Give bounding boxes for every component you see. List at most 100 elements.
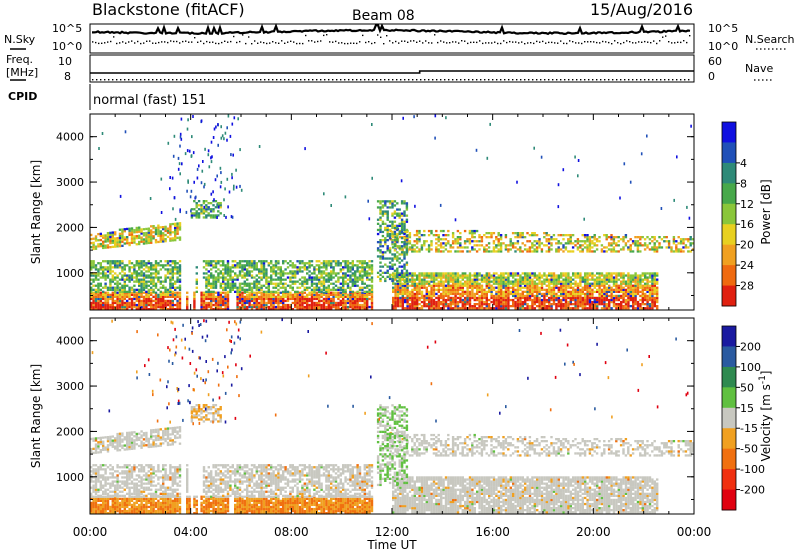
range-gate-cell	[272, 268, 275, 271]
range-gate-cell	[396, 246, 400, 249]
range-gate-cell	[543, 292, 546, 296]
range-gate-cell	[535, 242, 539, 245]
range-gate-cell	[406, 290, 409, 293]
range-gate-cell	[634, 282, 637, 285]
range-gate-cell	[282, 308, 285, 311]
range-gate-cell	[234, 266, 237, 269]
range-gate-cell	[154, 266, 158, 269]
range-gate-cell	[557, 280, 560, 283]
range-gate-cell	[624, 305, 628, 308]
range-gate-cell	[130, 227, 134, 230]
range-gate-cell	[622, 280, 625, 283]
range-gate-cell	[440, 276, 443, 279]
range-gate-cell	[202, 208, 206, 211]
range-gate-cell	[430, 248, 433, 251]
range-gate-cell	[533, 290, 536, 293]
range-gate-cell	[392, 286, 395, 289]
range-gate-cell	[214, 260, 218, 263]
range-gate-cell	[564, 272, 568, 275]
range-gate-cell	[366, 293, 369, 296]
range-gate-cell	[296, 297, 299, 301]
noise-search-point	[509, 40, 511, 43]
range-gate-cell	[157, 295, 160, 298]
range-gate-cell	[504, 298, 508, 302]
range-gate-cell	[342, 305, 345, 309]
range-gate-cell	[612, 282, 616, 285]
range-gate-cell	[248, 264, 251, 267]
range-gate-cell	[452, 286, 455, 289]
range-gate-cell	[615, 294, 618, 298]
range-gate-cell	[603, 294, 606, 298]
range-gate-cell	[313, 305, 316, 309]
range-gate-cell	[512, 288, 515, 291]
range-gate-cell	[401, 303, 404, 306]
range-gate-cell	[138, 280, 141, 283]
range-gate-cell	[94, 278, 98, 281]
range-gate-cell	[490, 292, 493, 296]
range-gate-cell	[212, 208, 215, 211]
range-gate-cell	[432, 272, 436, 275]
range-gate-cell	[617, 236, 620, 239]
range-gate-cell	[284, 286, 287, 289]
range-gate-cell	[653, 242, 656, 245]
range-gate-cell	[236, 308, 239, 311]
range-gate-cell	[569, 250, 572, 253]
range-gate-cell	[603, 290, 606, 293]
range-gate-cell	[102, 274, 105, 277]
range-gate-cell	[572, 272, 575, 275]
range-gate-cell	[166, 303, 170, 307]
range-gate-cell	[289, 303, 292, 307]
range-gate-cell	[262, 295, 266, 298]
range-gate-cell	[411, 298, 414, 302]
range-gate-cell	[315, 260, 318, 263]
range-gate-cell	[404, 278, 407, 281]
range-gate-cell	[545, 290, 548, 293]
range-gate-cell	[452, 300, 455, 304]
range-gate-cell	[197, 208, 201, 211]
range-gate-cell	[121, 228, 124, 231]
range-gate-cell	[193, 214, 196, 217]
range-gate-cell	[366, 276, 369, 279]
noise-search-point	[161, 41, 163, 43]
range-gate-cell	[152, 290, 155, 293]
range-gate-cell	[306, 288, 309, 291]
range-gate-cell	[615, 272, 618, 275]
range-gate-cell	[459, 238, 462, 241]
range-gate-cell	[531, 232, 534, 235]
range-gate-cell	[504, 286, 508, 289]
range-gate-cell	[159, 305, 162, 309]
noise-search-point	[653, 40, 655, 42]
range-gate-cell	[478, 244, 481, 247]
range-gate-cell	[427, 244, 431, 247]
range-gate-cell	[620, 276, 623, 279]
range-gate-cell	[222, 301, 225, 305]
range-gate-cell	[306, 272, 309, 275]
range-gate-cell	[488, 305, 491, 308]
range-gate-cell	[598, 282, 601, 285]
range-gate-cell	[641, 288, 644, 291]
range-gate-cell	[265, 303, 268, 307]
nave-point	[468, 79, 470, 81]
range-gate-cell	[615, 244, 618, 247]
range-gate-cell	[315, 282, 318, 285]
range-gate-cell	[313, 293, 316, 296]
range-gate-cell	[466, 288, 469, 291]
range-gate-cell	[632, 298, 635, 302]
range-gate-cell	[186, 301, 189, 305]
noise-search-point	[599, 42, 601, 44]
range-gate-cell	[128, 293, 131, 296]
range-gate-cell	[480, 307, 484, 310]
range-gate-cell	[548, 288, 551, 291]
nave-point	[640, 79, 642, 81]
range-gate-cell	[210, 264, 213, 267]
range-gate-cell	[296, 290, 299, 293]
range-gate-cell	[178, 268, 182, 271]
range-gate-cell	[447, 305, 450, 308]
range-gate-cell	[121, 293, 124, 296]
range-gate-cell	[291, 297, 294, 301]
range-gate-cell	[620, 296, 623, 300]
nave-point	[340, 79, 342, 81]
range-gate-cell	[466, 250, 469, 253]
range-gate-cell	[102, 308, 105, 311]
range-gate-cell	[210, 308, 213, 311]
